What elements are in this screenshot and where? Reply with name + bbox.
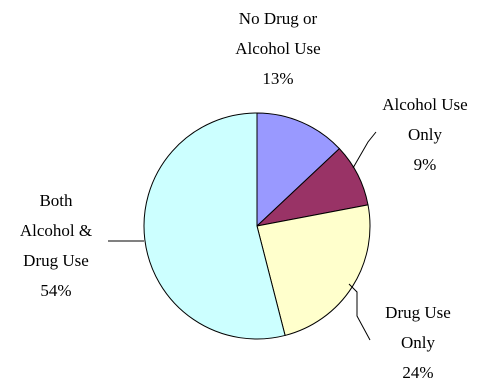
slice-label-line: Alcohol & [20, 221, 92, 240]
pie-slices [143, 112, 371, 340]
slice-value-label: 24% [402, 363, 433, 382]
slice-value-label: 9% [414, 155, 437, 174]
slice-label-drug-use-only: Drug Use Only 24% [385, 303, 451, 382]
leader-lines [108, 131, 377, 341]
pie-slice-no-drug-or-alcohol-use [256, 112, 341, 228]
slice-label-both-alcohol-and-drug-use: Both Alcohol & Drug Use 54% [20, 191, 92, 300]
pie-slice-drug-use-only [256, 204, 371, 337]
slice-label-line: Only [408, 125, 443, 144]
slice-label-line: Alcohol Use [235, 39, 320, 58]
slice-label-no-drug-or-alcohol-use: No Drug or Alcohol Use 13% [235, 9, 320, 88]
slice-label-line: Both [39, 191, 73, 210]
slice-value-label: 13% [262, 69, 293, 88]
leader-line-alcohol-use-only [352, 131, 377, 169]
slice-value-label: 54% [40, 281, 71, 300]
slice-label-line: Alcohol Use [382, 95, 467, 114]
leader-line-drug-use-only [348, 283, 371, 341]
pie-slice-both-alcohol-and-drug-use [143, 112, 286, 340]
slice-label-alcohol-use-only: Alcohol Use Only 9% [382, 95, 467, 174]
slice-label-line: Only [401, 333, 436, 352]
slice-label-line: Drug Use [385, 303, 451, 322]
slice-label-line: No Drug or [239, 9, 318, 28]
slice-label-line: Drug Use [23, 251, 89, 270]
